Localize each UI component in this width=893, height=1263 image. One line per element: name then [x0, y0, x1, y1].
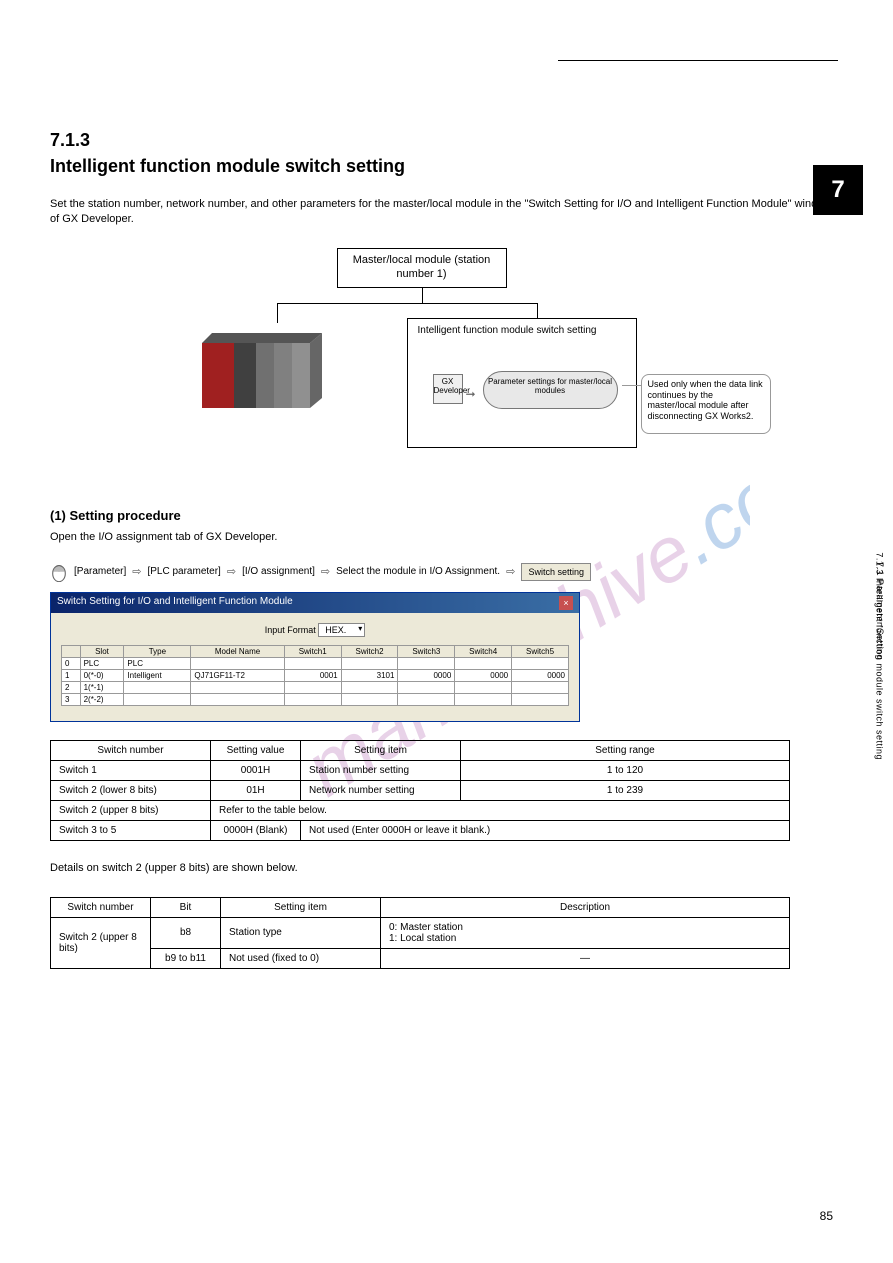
table-row: Switch 2 (upper 8 bits)Refer to the tabl…: [51, 801, 790, 821]
intro-text: Set the station number, network number, …: [50, 197, 843, 228]
arrow-icon: ➞: [466, 387, 476, 401]
table-row[interactable]: 32(*-2): [62, 694, 569, 706]
nav-step2: [PLC parameter]: [147, 566, 220, 577]
io-table-header: Slot Type Model Name Switch1 Switch2 Swi…: [62, 646, 569, 658]
table-row: Switch 2 (lower 8 bits)01HNetwork number…: [51, 781, 790, 801]
close-icon[interactable]: ×: [559, 596, 573, 610]
io-table: Slot Type Model Name Switch1 Switch2 Swi…: [61, 645, 569, 706]
table-row[interactable]: 21(*-1): [62, 682, 569, 694]
nav-step4: Select the module in I/O Assignment.: [336, 566, 500, 577]
plc-image: [197, 323, 337, 423]
table-header: Switch number Bit Setting item Descripti…: [51, 897, 790, 917]
input-format-select[interactable]: HEX.: [318, 623, 365, 637]
table-row[interactable]: 0PLCPLC: [62, 658, 569, 670]
switch-setting-button[interactable]: Switch setting: [521, 563, 591, 581]
subtext: Open the I/O assignment tab of GX Develo…: [50, 531, 843, 543]
diagram: Master/local module (station number 1) I…: [137, 248, 757, 478]
note-text: Details on switch 2 (upper 8 bits) are s…: [50, 861, 843, 876]
table-row: b9 to b11 Not used (fixed to 0) —: [51, 948, 790, 968]
callout-box: Used only when the data link continues b…: [641, 374, 771, 434]
nav-step1: [Parameter]: [74, 566, 126, 577]
side-caption-bottom: 7.1.3 Intelligent function module switch…: [875, 552, 885, 760]
switch2-table: Switch number Bit Setting item Descripti…: [50, 897, 790, 969]
arrow-icon: ⇨: [227, 565, 236, 578]
master-box: Master/local module (station number 1): [337, 248, 507, 288]
table-row[interactable]: 10(*-0)IntelligentQJ71GF11-T200013101000…: [62, 670, 569, 682]
screenshot-dialog: Switch Setting for I/O and Intelligent F…: [50, 592, 580, 722]
table-header: Switch number Setting value Setting item…: [51, 741, 790, 761]
subheading: (1) Setting procedure: [50, 508, 843, 523]
table-row: Switch 10001HStation number setting1 to …: [51, 761, 790, 781]
navigation-row: [Parameter] ⇨ [PLC parameter] ⇨ [I/O ass…: [50, 561, 843, 583]
table-row: Switch 3 to 50000H (Blank)Not used (Ente…: [51, 821, 790, 841]
detail-box: Intelligent function module switch setti…: [407, 318, 637, 448]
input-format-label: Input Format: [265, 625, 316, 635]
table-row: Switch 2 (upper 8 bits) b8 Station type …: [51, 917, 790, 948]
arrow-icon: ⇨: [321, 565, 330, 578]
arrow-icon: ⇨: [132, 565, 141, 578]
dialog-titlebar: Switch Setting for I/O and Intelligent F…: [51, 593, 579, 613]
arrow-icon: ⇨: [506, 565, 515, 578]
nav-step3: [I/O assignment]: [242, 566, 315, 577]
section-number: 7.1.3: [50, 130, 843, 151]
oval-box: Parameter settings for master/local modu…: [483, 371, 618, 409]
settings-table: Switch number Setting value Setting item…: [50, 740, 790, 841]
detail-title: Intelligent function module switch setti…: [408, 319, 636, 336]
mouse-icon: [50, 561, 68, 583]
page-number: 85: [820, 1209, 833, 1223]
header-rule: [558, 60, 838, 61]
gx-developer-box: GX Developer: [433, 374, 463, 404]
dialog-title: Switch Setting for I/O and Intelligent F…: [57, 596, 293, 610]
input-format-row: Input Format HEX.: [61, 623, 569, 637]
section-title: Intelligent function module switch setti…: [50, 156, 843, 177]
